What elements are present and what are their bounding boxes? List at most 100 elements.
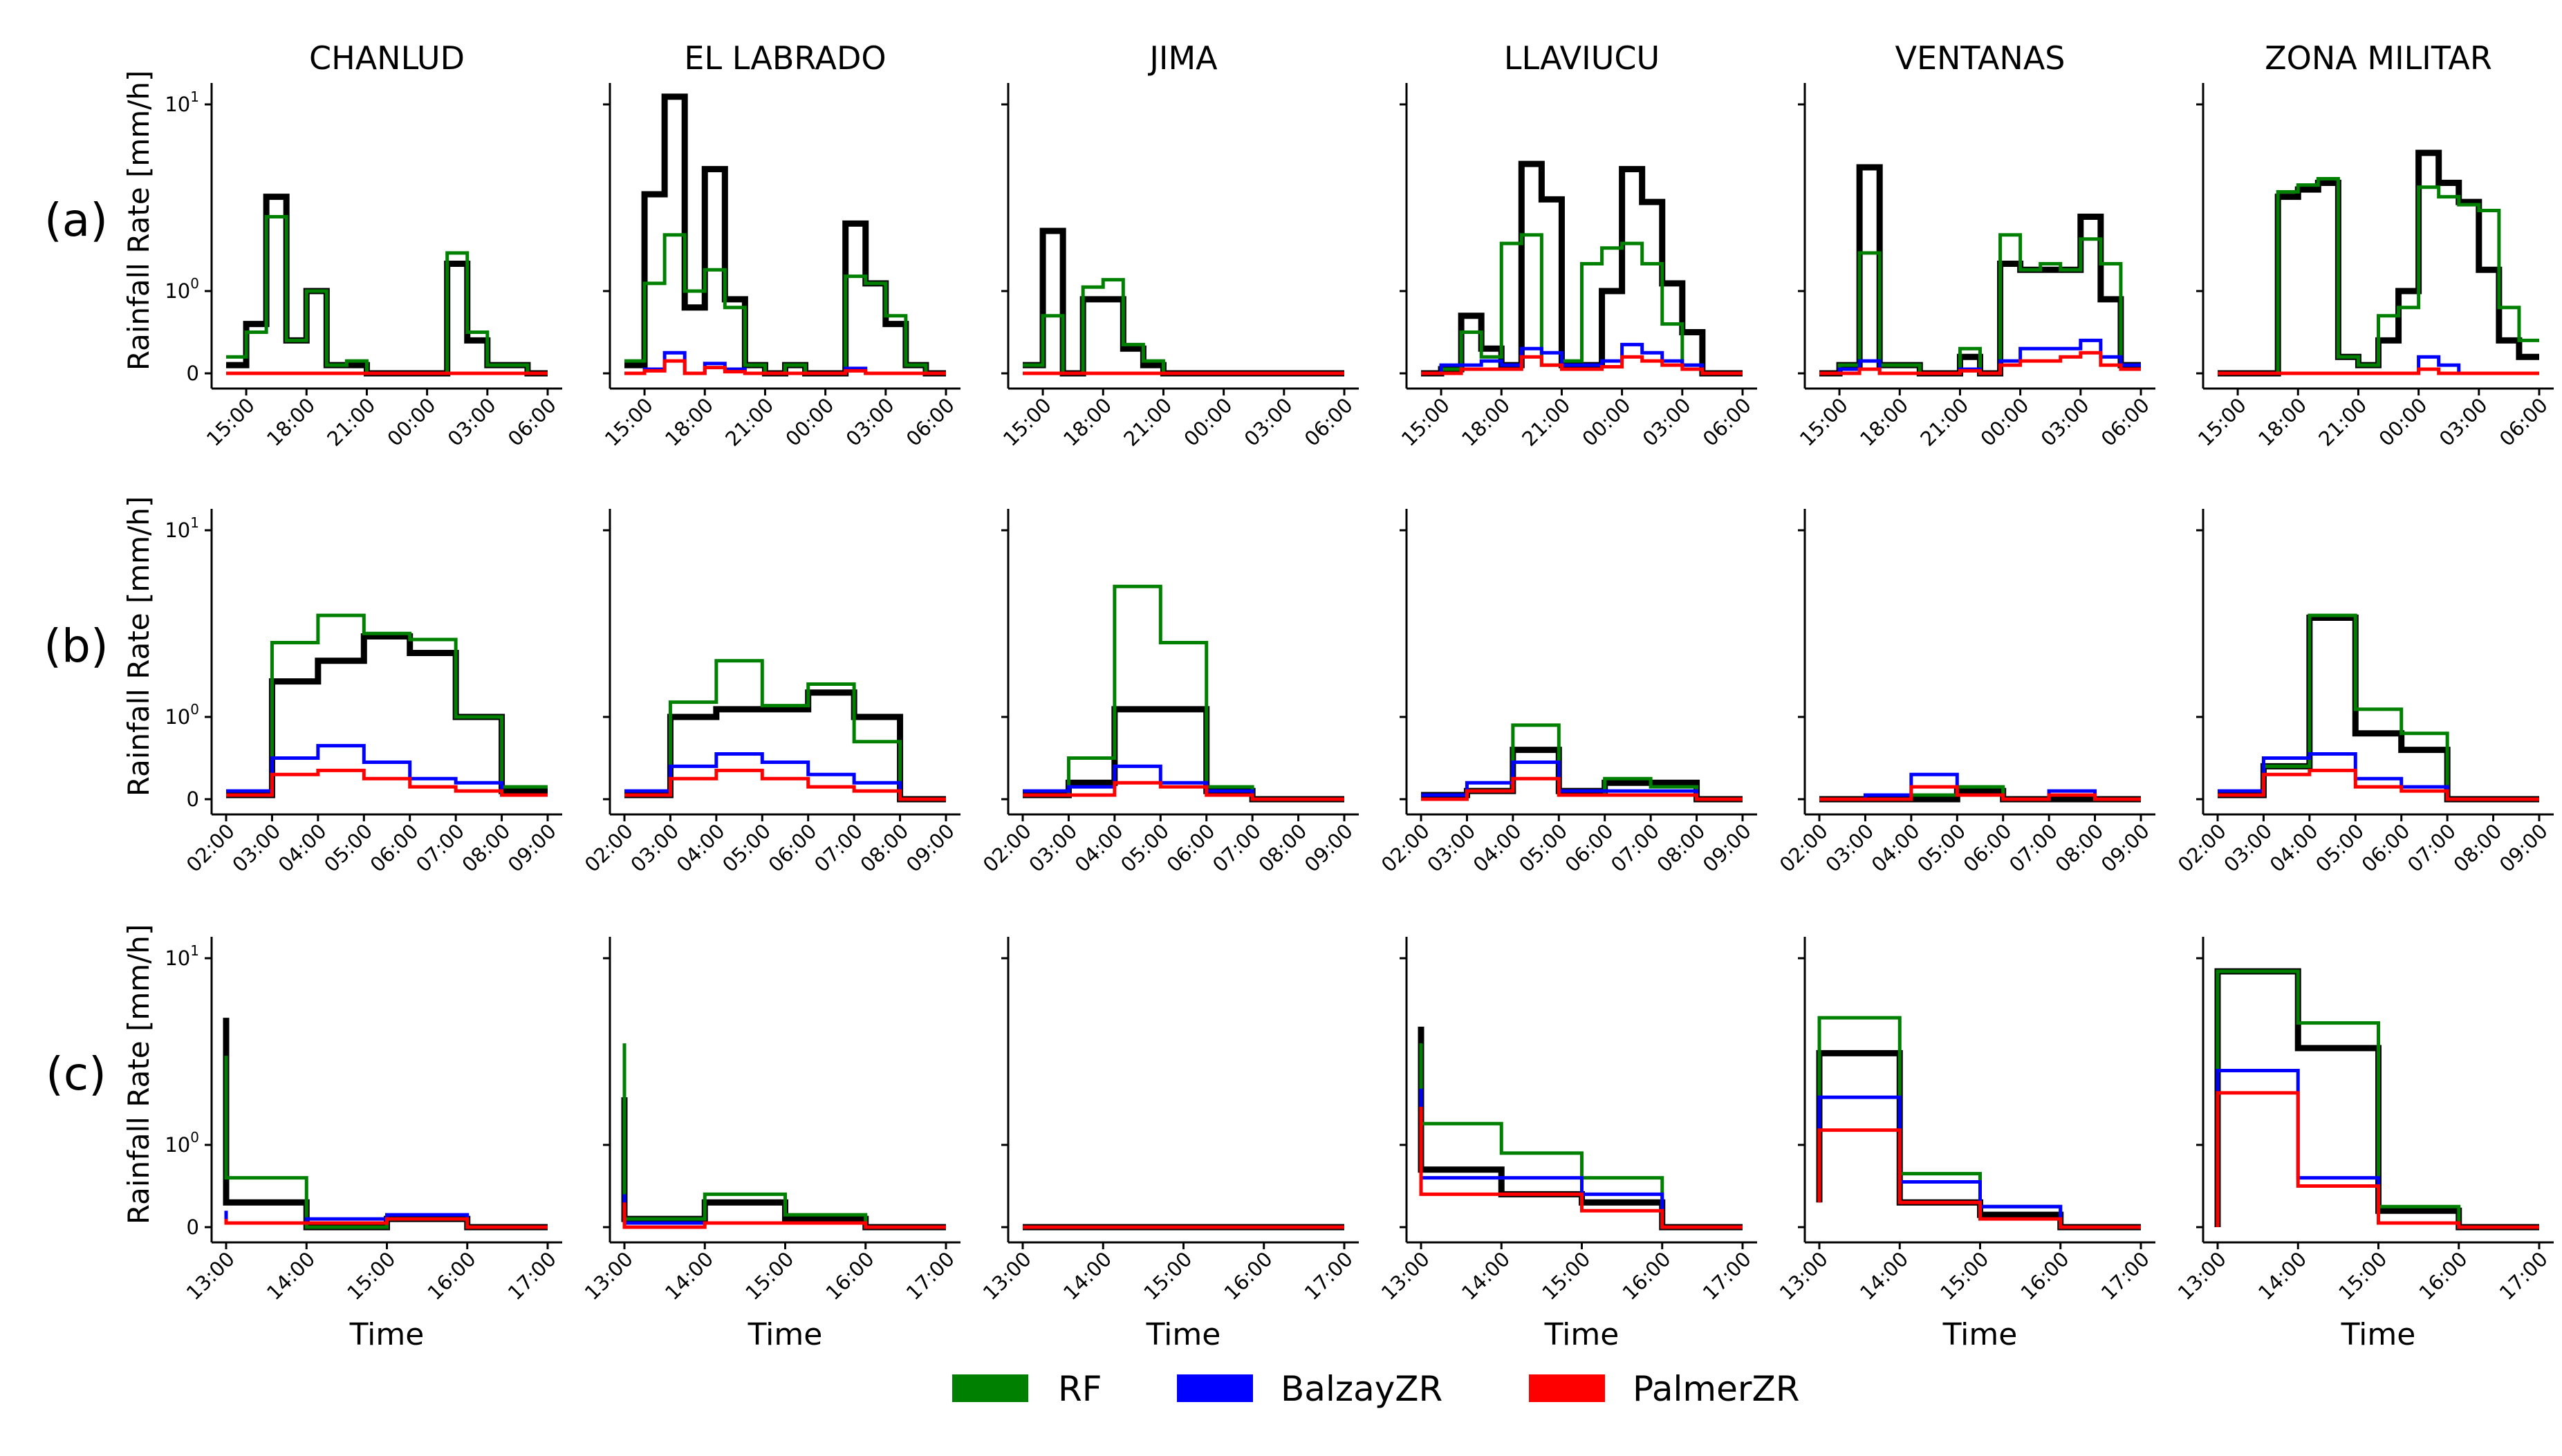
x-axis-label: Time (349, 1317, 425, 1352)
x-tick-label: 05:00 (1116, 819, 1173, 877)
x-tick-label: 03:00 (2036, 393, 2094, 451)
x-tick-label: 05:00 (1913, 819, 1970, 877)
x-tick-label: 17:00 (1698, 1247, 1756, 1305)
x-tick-label: 03:00 (443, 393, 501, 451)
x-tick-label: 21:00 (721, 393, 778, 451)
x-axis-label: Time (1942, 1317, 2018, 1352)
x-tick-label: 15:00 (741, 1247, 798, 1305)
x-tick-label: 16:00 (1618, 1247, 1675, 1305)
x-tick-label: 07:00 (810, 819, 867, 877)
x-tick-label: 18:00 (660, 393, 718, 451)
y-tick-base: 10 (165, 519, 190, 542)
series-rf-step-line (1023, 584, 1344, 801)
x-tick-label: 15:00 (202, 393, 259, 451)
x-tick-label: 08:00 (1254, 819, 1311, 877)
x-tick-label: 02:00 (2173, 819, 2231, 877)
series-rf-step-line (1023, 278, 1344, 375)
x-tick-label: 14:00 (1457, 1247, 1514, 1305)
panel: 15:00 18:00 21:00 00:00 03:00 06:00 (1397, 83, 1757, 451)
x-tick-label: 06:00 (1162, 819, 1220, 877)
x-tick-label: 13:00 (1775, 1247, 1832, 1305)
x-tick-label: 09:00 (1300, 819, 1357, 877)
y-tick-exponent: 1 (190, 88, 199, 105)
series-palmerzr-step-line (622, 1202, 946, 1229)
series-palmerzr-step-line (2218, 768, 2539, 801)
y-tick-exponent: 1 (190, 514, 199, 531)
x-tick-label: 14:00 (2254, 1247, 2311, 1305)
x-tick-label: 02:00 (1377, 819, 1434, 877)
column-title: CHANLUD (309, 39, 465, 77)
x-tick-label: 08:00 (1652, 819, 1709, 877)
x-tick-label: 15:00 (1537, 1247, 1595, 1305)
x-tick-label: 03:00 (2219, 819, 2276, 877)
x-tick-label: 03:00 (2435, 393, 2492, 451)
x-tick-label: 15:00 (1795, 393, 1853, 451)
x-tick-label: 03:00 (1821, 819, 1878, 877)
x-tick-label: 08:00 (457, 819, 514, 877)
x-tick-label: 18:00 (262, 393, 319, 451)
x-tick-label: 09:00 (902, 819, 959, 877)
x-tick-label: 09:00 (2097, 819, 2154, 877)
column-title: EL LABRADO (684, 39, 886, 77)
x-tick-label: 06:00 (2097, 393, 2154, 451)
x-tick-label: 21:00 (2314, 393, 2371, 451)
x-tick-label: 16:00 (821, 1247, 879, 1305)
x-tick-label: 00:00 (382, 393, 440, 451)
x-tick-label: 06:00 (366, 819, 423, 877)
x-tick-label: 06:00 (2357, 819, 2415, 877)
y-tick-label: 100 (165, 701, 199, 729)
legend-swatch-rf (952, 1374, 1028, 1402)
x-tick-label: 06:00 (764, 819, 821, 877)
series-rf-step-line (624, 659, 946, 801)
x-tick-label: 04:00 (1469, 819, 1526, 877)
x-tick-label: 15:00 (342, 1247, 400, 1305)
series-palmerzr-step-line (226, 768, 548, 797)
series-palmerzr-step-line (2216, 1091, 2539, 1229)
row-label: (b) (44, 619, 108, 673)
x-tick-label: 16:00 (2016, 1247, 2074, 1305)
y-tick-label: 0 (187, 787, 199, 811)
x-tick-label: 08:00 (855, 819, 913, 877)
x-tick-label: 18:00 (1457, 393, 1514, 451)
x-tick-label: 21:00 (1517, 393, 1575, 451)
y-tick-base: 10 (165, 279, 190, 303)
series-balzayzr-step-line (1421, 760, 1743, 801)
x-tick-label: 04:00 (672, 819, 730, 877)
x-tick-label: 06:00 (902, 393, 959, 451)
series-rf-step-line (1421, 233, 1743, 375)
series-palmerzr-step-line (624, 768, 946, 801)
x-tick-label: 02:00 (978, 819, 1036, 877)
y-tick-exponent: 0 (190, 275, 199, 292)
x-tick-label: 04:00 (1070, 819, 1128, 877)
x-tick-label: 06:00 (1561, 819, 1618, 877)
y-axis-label: Rainfall Rate [mm/h] (122, 496, 156, 797)
series-palmerzr-step-line (224, 1217, 548, 1229)
x-tick-label: 15:00 (999, 393, 1056, 451)
x-tick-label: 14:00 (660, 1247, 718, 1305)
x-axis-label: Time (1146, 1317, 1221, 1352)
x-tick-label: 14:00 (1059, 1247, 1116, 1305)
x-tick-label: 13:00 (1377, 1247, 1434, 1305)
series-balzayzr-step-line (1421, 342, 1743, 375)
panel: 13:00 14:00 15:00 16:00 17:00 Time (978, 937, 1359, 1352)
y-axis-label: Rainfall Rate [mm/h] (122, 924, 156, 1225)
x-tick-label: 17:00 (503, 1247, 561, 1305)
series-palmerzr-step-line (1421, 776, 1743, 801)
x-tick-label: 00:00 (781, 393, 838, 451)
x-tick-label: 17:00 (902, 1247, 959, 1305)
x-tick-label: 00:00 (1179, 393, 1236, 451)
x-tick-label: 06:00 (1959, 819, 2016, 877)
x-tick-label: 05:00 (718, 819, 775, 877)
x-tick-label: 09:00 (2495, 819, 2552, 877)
series-obs-step-line (223, 1018, 548, 1231)
column-title: LLAVIUCU (1504, 39, 1660, 77)
x-tick-label: 05:00 (2311, 819, 2368, 877)
series-palmerzr-step-line (1819, 351, 2141, 375)
x-tick-label: 06:00 (2495, 393, 2552, 451)
x-tick-label: 18:00 (1059, 393, 1116, 451)
column-title: ZONA MILITAR (2265, 39, 2492, 77)
y-tick-base: 0 (187, 1215, 199, 1239)
